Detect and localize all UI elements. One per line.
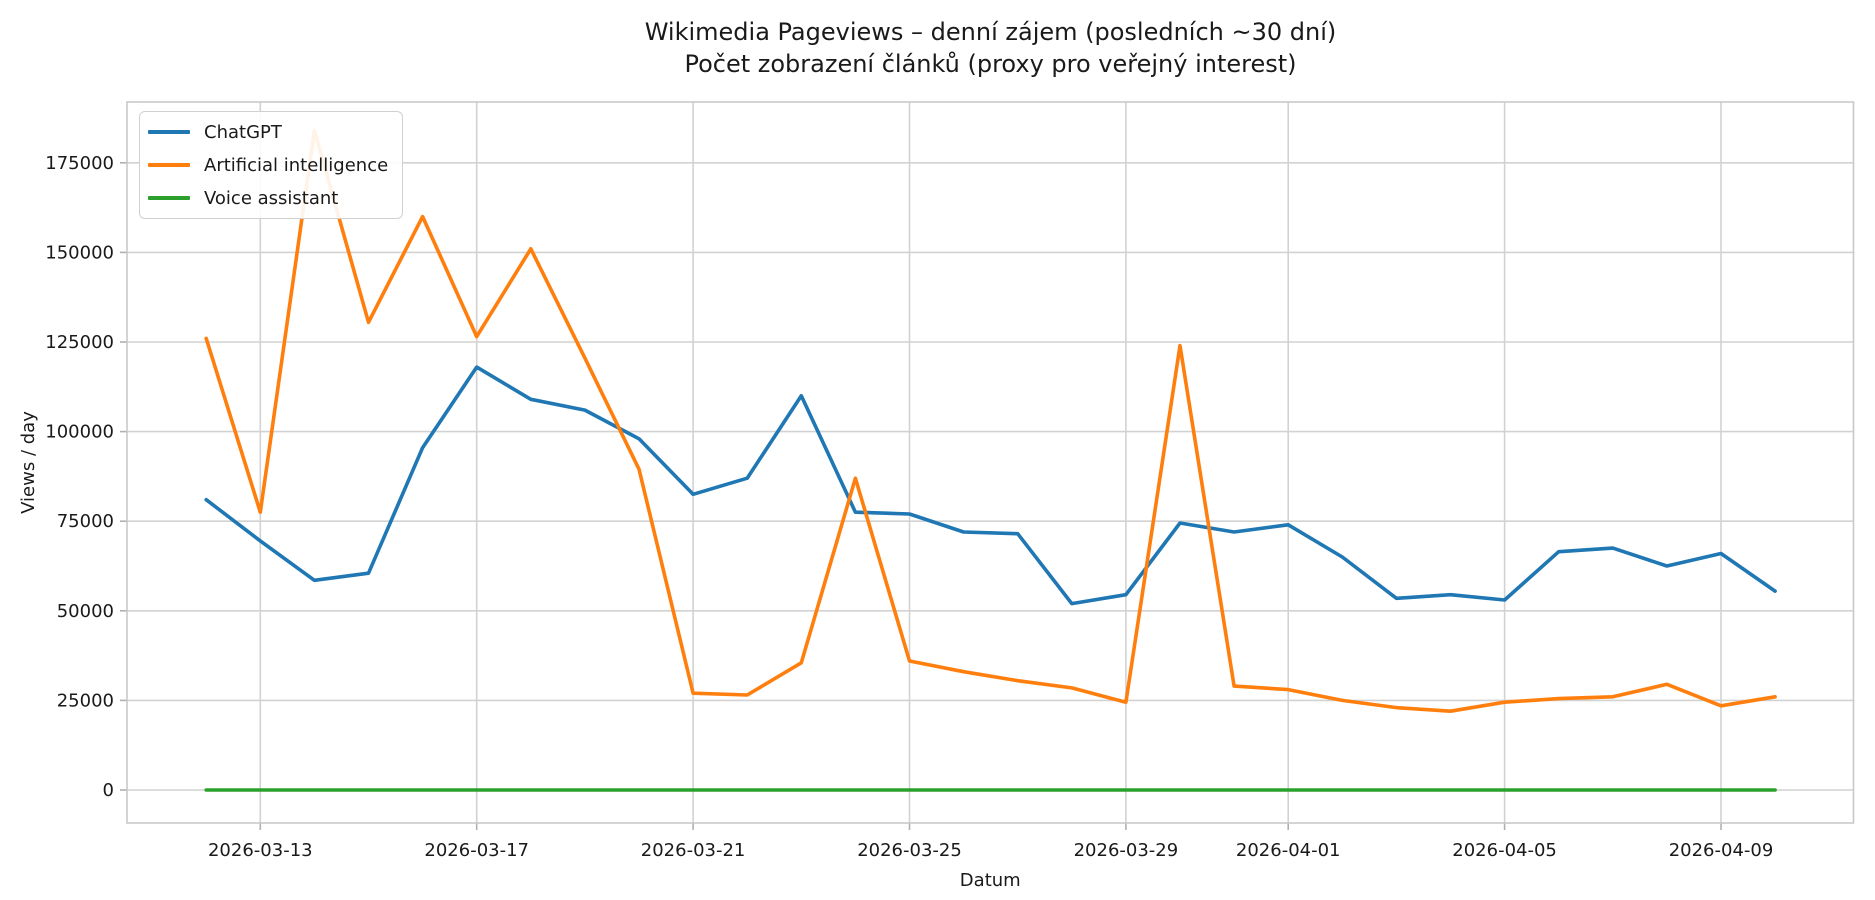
y-tick-label: 150000 [45, 242, 114, 263]
x-tick-label: 2026-03-25 [857, 840, 962, 861]
legend-item-voice-assistant: Voice assistant [148, 186, 388, 210]
y-tick-label: 100000 [45, 422, 114, 443]
x-tick-label: 2026-03-29 [1074, 840, 1179, 861]
legend-label: Voice assistant [204, 187, 339, 209]
legend-item-chatgpt: ChatGPT [148, 120, 388, 144]
y-tick-label: 175000 [45, 153, 114, 174]
y-tick-label: 50000 [57, 601, 114, 622]
legend-label: Artificial intelligence [204, 154, 389, 176]
legend: ChatGPT Artificial intelligence Voice assi… [139, 111, 404, 219]
chart-title-line2: Počet zobrazení článků (proxy pro veřejn… [684, 50, 1297, 78]
x-tick-label: 2026-04-05 [1452, 840, 1557, 861]
series-line-artificial-intelligence [204, 128, 1777, 714]
plot-border [126, 101, 1855, 824]
x-tick-label: 2026-03-13 [208, 840, 313, 861]
x-tick-label: 2026-03-21 [641, 840, 746, 861]
x-tick-label: 2026-04-01 [1236, 840, 1341, 861]
legend-swatch-line-icon [148, 163, 190, 167]
legend-item-artificial-intelligence: Artificial intelligence [148, 153, 388, 177]
legend-swatch-line-icon [148, 196, 190, 200]
x-tick-label: 2026-04-09 [1669, 840, 1774, 861]
y-tick-label: 75000 [57, 511, 114, 532]
y-tick-label: 125000 [45, 332, 114, 353]
legend-label: ChatGPT [204, 121, 282, 143]
chart-title-line1: Wikimedia Pageviews – denní zájem (posle… [644, 18, 1337, 46]
y-tick-label: 0 [103, 780, 114, 801]
y-axis-label: Views / day [18, 411, 39, 514]
series-line-chatgpt [204, 365, 1777, 606]
y-tick-label: 25000 [57, 690, 114, 711]
legend-swatch-line-icon [148, 130, 190, 134]
x-tick-label: 2026-03-17 [424, 840, 529, 861]
x-axis-label: Datum [960, 870, 1021, 891]
chart-title: Wikimedia Pageviews – denní zájem (posle… [127, 16, 1854, 80]
